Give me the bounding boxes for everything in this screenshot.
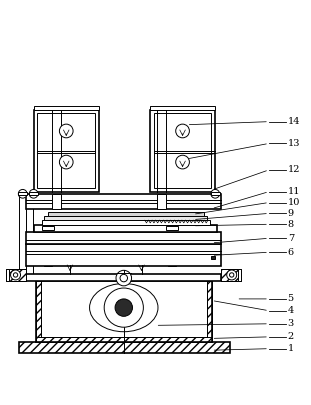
Text: 2: 2 <box>288 333 294 341</box>
Bar <box>34 110 99 192</box>
Circle shape <box>176 155 189 169</box>
Circle shape <box>227 270 237 280</box>
Bar <box>150 110 215 192</box>
Bar <box>211 256 215 259</box>
Circle shape <box>120 274 128 282</box>
Circle shape <box>211 190 220 198</box>
Text: 9: 9 <box>288 209 294 218</box>
Circle shape <box>116 270 132 286</box>
Bar <box>157 194 166 209</box>
Bar <box>36 337 212 341</box>
Text: 13: 13 <box>288 139 300 148</box>
Circle shape <box>115 299 132 316</box>
Bar <box>211 192 220 195</box>
Bar <box>29 192 38 195</box>
Bar <box>26 232 221 244</box>
Bar <box>44 226 52 266</box>
Text: 4: 4 <box>288 306 294 315</box>
Bar <box>26 206 33 274</box>
Bar <box>52 194 61 209</box>
Circle shape <box>29 190 38 198</box>
Bar <box>34 225 217 232</box>
Bar <box>37 113 95 188</box>
Circle shape <box>13 273 18 277</box>
Bar <box>221 269 241 281</box>
Ellipse shape <box>90 284 158 332</box>
Text: 6: 6 <box>288 248 294 257</box>
Text: 7: 7 <box>288 234 294 243</box>
Bar <box>207 281 212 341</box>
Text: 12: 12 <box>288 165 300 174</box>
Circle shape <box>176 124 189 138</box>
Bar <box>166 226 178 230</box>
Circle shape <box>11 270 21 280</box>
Bar <box>44 216 207 220</box>
Bar <box>42 220 210 225</box>
Bar <box>26 274 221 281</box>
Text: 1: 1 <box>288 344 294 353</box>
Text: 5: 5 <box>288 294 294 303</box>
Bar <box>238 269 241 281</box>
Text: 8: 8 <box>288 220 294 229</box>
Bar <box>6 269 9 281</box>
Bar <box>6 269 26 281</box>
Bar <box>154 113 211 188</box>
Circle shape <box>59 124 73 138</box>
Text: 11: 11 <box>288 187 300 196</box>
Bar <box>19 194 26 274</box>
Bar <box>36 281 41 341</box>
Bar <box>48 212 204 216</box>
Circle shape <box>59 155 73 169</box>
Bar <box>26 244 221 266</box>
Bar <box>19 341 230 353</box>
Text: 14: 14 <box>288 117 300 126</box>
Bar <box>34 107 99 110</box>
Circle shape <box>18 190 27 198</box>
Circle shape <box>104 288 143 327</box>
Text: 3: 3 <box>288 319 294 328</box>
Bar <box>26 194 221 209</box>
Bar <box>168 226 176 266</box>
Bar <box>150 107 215 110</box>
Bar <box>18 192 27 195</box>
Bar <box>42 226 54 230</box>
Text: 10: 10 <box>288 198 300 207</box>
Circle shape <box>230 273 234 277</box>
